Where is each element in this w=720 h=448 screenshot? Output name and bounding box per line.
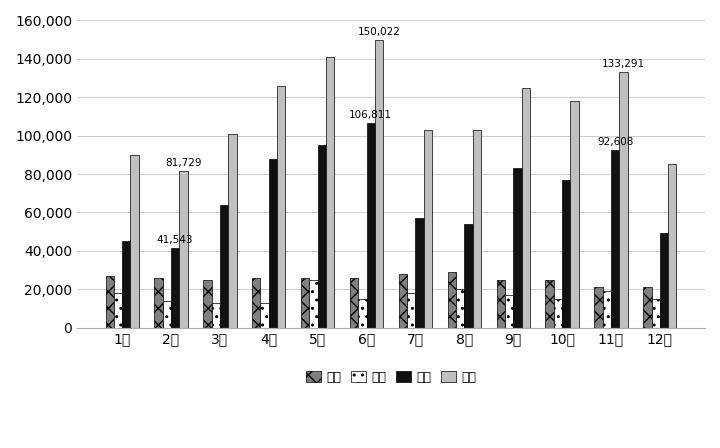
Bar bbox=[497, 280, 505, 327]
Bar bbox=[163, 301, 171, 327]
Bar bbox=[407, 293, 415, 327]
Bar bbox=[652, 299, 660, 327]
Bar bbox=[570, 101, 579, 327]
Bar bbox=[318, 145, 326, 327]
Bar bbox=[660, 233, 668, 327]
Bar bbox=[228, 134, 237, 327]
Text: 133,291: 133,291 bbox=[602, 59, 645, 69]
Bar bbox=[505, 295, 513, 327]
Bar bbox=[154, 278, 163, 327]
Bar bbox=[122, 241, 130, 327]
Bar bbox=[171, 248, 179, 327]
Legend: 상용, 임시, 일용, 고용: 상용, 임시, 일용, 고용 bbox=[301, 366, 481, 389]
Bar bbox=[554, 299, 562, 327]
Bar bbox=[130, 155, 139, 327]
Bar bbox=[359, 299, 366, 327]
Bar bbox=[424, 130, 432, 327]
Bar bbox=[603, 291, 611, 327]
Bar bbox=[472, 130, 481, 327]
Bar bbox=[252, 278, 261, 327]
Bar bbox=[301, 278, 310, 327]
Bar bbox=[448, 272, 456, 327]
Bar bbox=[261, 302, 269, 327]
Bar bbox=[562, 180, 570, 327]
Text: 41,543: 41,543 bbox=[157, 235, 194, 245]
Bar bbox=[310, 280, 318, 327]
Bar bbox=[456, 289, 464, 327]
Bar bbox=[415, 218, 424, 327]
Bar bbox=[375, 39, 383, 327]
Bar bbox=[220, 205, 228, 327]
Bar bbox=[611, 150, 619, 327]
Bar bbox=[212, 302, 220, 327]
Bar bbox=[513, 168, 521, 327]
Text: 81,729: 81,729 bbox=[166, 158, 202, 168]
Bar bbox=[668, 164, 677, 327]
Bar bbox=[594, 287, 603, 327]
Text: 106,811: 106,811 bbox=[349, 110, 392, 120]
Bar bbox=[464, 224, 472, 327]
Text: 92,608: 92,608 bbox=[597, 137, 634, 147]
Bar bbox=[326, 57, 334, 327]
Bar bbox=[277, 86, 285, 327]
Bar bbox=[114, 293, 122, 327]
Bar bbox=[643, 287, 652, 327]
Bar bbox=[399, 274, 407, 327]
Bar bbox=[106, 276, 114, 327]
Text: 150,022: 150,022 bbox=[358, 27, 400, 37]
Bar bbox=[350, 278, 359, 327]
Bar bbox=[521, 88, 530, 327]
Bar bbox=[366, 123, 375, 327]
Bar bbox=[546, 280, 554, 327]
Bar bbox=[179, 171, 188, 327]
Bar bbox=[619, 72, 628, 327]
Bar bbox=[269, 159, 277, 327]
Bar bbox=[203, 280, 212, 327]
